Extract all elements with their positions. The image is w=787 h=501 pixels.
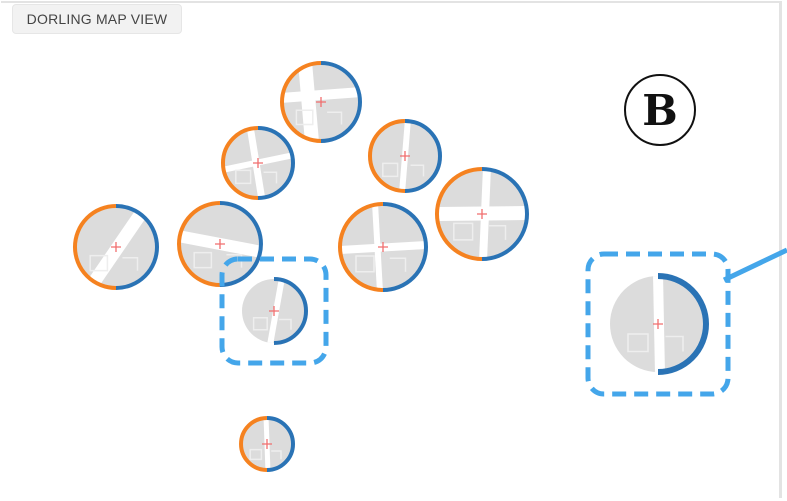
ring-orange-segment — [73, 204, 117, 290]
location-node[interactable] — [177, 201, 263, 287]
crosshair-icon — [378, 242, 388, 252]
ring-orange-segment — [338, 202, 384, 292]
selected-location-node[interactable] — [219, 256, 329, 366]
ring-orange-segment — [434, 167, 483, 261]
selection-highlight-box — [585, 251, 731, 397]
ring-blue-segment — [481, 167, 529, 261]
crosshair-icon — [653, 319, 663, 329]
panel-label-badge: B — [624, 74, 696, 146]
ring-orange-segment — [238, 416, 268, 472]
ring-blue-segment — [320, 61, 362, 143]
view-title-tab[interactable]: DORLING MAP VIEW — [12, 4, 182, 34]
crosshair-icon — [400, 151, 410, 161]
location-node[interactable] — [368, 119, 442, 193]
ring-blue-segment — [115, 204, 159, 290]
selection-highlight-box — [219, 256, 329, 366]
location-node[interactable] — [221, 126, 295, 200]
ring-blue-segment — [657, 273, 709, 375]
ring-orange-segment — [279, 61, 322, 143]
ring-orange-segment — [221, 126, 259, 200]
ring-orange-segment — [177, 201, 221, 287]
ring-blue-segment — [273, 277, 308, 345]
ring-blue-segment — [257, 126, 295, 200]
location-node[interactable] — [238, 416, 295, 472]
location-node[interactable] — [279, 61, 362, 143]
callout-line — [722, 247, 787, 283]
selected-location-node[interactable] — [585, 251, 731, 397]
location-node[interactable] — [73, 204, 159, 290]
location-node[interactable] — [338, 202, 428, 292]
crosshair-icon — [253, 158, 263, 168]
crosshair-icon — [269, 306, 279, 316]
ring-blue-segment — [382, 202, 428, 292]
crosshair-icon — [477, 209, 487, 219]
ring-blue-segment — [266, 416, 295, 472]
location-node[interactable] — [434, 167, 529, 261]
ring-blue-segment — [404, 119, 442, 193]
crosshair-icon — [215, 239, 225, 249]
ring-orange-segment — [368, 119, 406, 193]
ring-blue-segment — [219, 201, 263, 287]
crosshair-icon — [111, 242, 121, 252]
crosshair-icon — [262, 439, 272, 449]
crosshair-icon — [316, 97, 326, 107]
